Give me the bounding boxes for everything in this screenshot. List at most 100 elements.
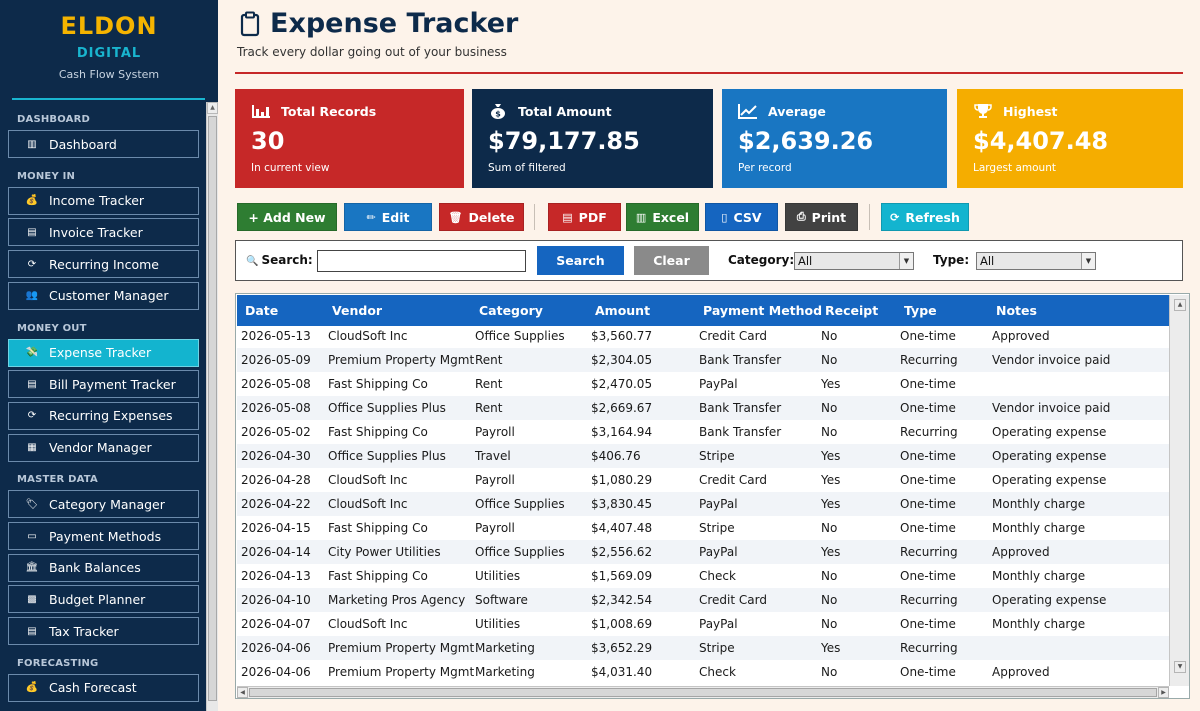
sidebar-section-label: MASTER DATA	[17, 474, 98, 486]
money-bag-icon: 💰	[25, 195, 39, 207]
table-row[interactable]: 2026-04-07 CloudSoft Inc Utilities $1,008.6…	[237, 612, 1169, 636]
clear-button[interactable]: Clear	[634, 246, 709, 275]
export-excel-button[interactable]: ▥ Excel	[626, 203, 699, 231]
refresh-icon: ⟳	[27, 410, 37, 422]
table-row[interactable]: 2026-05-13 CloudSoft Inc Office Supplies $3…	[237, 324, 1169, 348]
sidebar-item-vendor-manager[interactable]: ▦ Vendor Manager	[8, 433, 199, 462]
table-row[interactable]: 2026-04-06 Premium Property Mgmt Marketing…	[237, 660, 1169, 684]
table-vertical-scrollbar[interactable]: ▲ ▼	[1169, 295, 1189, 686]
sidebar-item-invoice-tracker[interactable]: ▤ Invoice Tracker	[8, 218, 199, 247]
clipboard-icon	[240, 11, 260, 36]
card-label: Total Amount	[518, 103, 612, 119]
table-row[interactable]: 2026-04-14 City Power Utilities Office Sup…	[237, 540, 1169, 564]
column-header[interactable]: Amount	[595, 303, 651, 318]
sidebar-item-label: Bill Payment Tracker	[49, 376, 176, 392]
sidebar-item-budget-planner[interactable]: ▩ Budget Planner	[8, 585, 199, 614]
table-cell: Software	[475, 593, 528, 607]
chevron-down-icon[interactable]: ▼	[899, 253, 913, 269]
sidebar-item-recurring-expenses[interactable]: ⟳ Recurring Expenses	[8, 401, 199, 430]
scroll-up-arrow-icon[interactable]: ▲	[207, 102, 218, 114]
brand-subtitle: DIGITAL	[76, 46, 142, 61]
table-row[interactable]: 2026-04-06 Premium Property Mgmt Marketing…	[237, 636, 1169, 660]
table-row[interactable]: 2026-04-22 CloudSoft Inc Office Supplies $3…	[237, 492, 1169, 516]
table-cell: 2026-04-06	[241, 641, 311, 655]
column-header[interactable]: Vendor	[332, 303, 383, 318]
table-row[interactable]: 2026-05-02 Fast Shipping Co Payroll $3,164.…	[237, 420, 1169, 444]
table-cell: CloudSoft Inc	[328, 329, 408, 343]
chevron-down-icon[interactable]: ▼	[1081, 253, 1095, 269]
table-row[interactable]: 2026-04-30 Office Supplies Plus Travel $406…	[237, 444, 1169, 468]
sidebar-scrollbar[interactable]: ▲	[206, 102, 218, 711]
sidebar-item-bank-balances[interactable]: 🏛 Bank Balances	[8, 553, 199, 582]
table-cell: Monthly charge	[992, 569, 1086, 583]
table-cell: No	[821, 617, 838, 631]
column-header[interactable]: Payment Method	[703, 303, 823, 318]
card-note: In current view	[251, 162, 330, 174]
brand: ELDON DIGITAL Cash Flow System	[0, 0, 218, 100]
column-header[interactable]: Category	[479, 303, 543, 318]
scroll-up-arrow-icon[interactable]: ▲	[1174, 299, 1186, 311]
category-select[interactable]: All ▼	[794, 252, 914, 270]
table-cell: Stripe	[699, 521, 735, 535]
scroll-right-arrow-icon[interactable]: ▶	[1158, 687, 1169, 698]
sidebar-item-label: Recurring Income	[49, 256, 159, 272]
sidebar-item-income-tracker[interactable]: 💰 Income Tracker	[8, 186, 199, 215]
table-cell: Office Supplies	[475, 329, 565, 343]
table-cell: Premium Property Mgmt	[328, 353, 475, 367]
type-select[interactable]: All ▼	[976, 252, 1096, 270]
edit-button[interactable]: ✏ Edit	[344, 203, 432, 231]
print-button[interactable]: ⎙ Print	[785, 203, 858, 231]
table-cell: Payroll	[475, 521, 515, 535]
column-header[interactable]: Date	[245, 303, 279, 318]
table-row[interactable]: 2026-04-15 Fast Shipping Co Payroll $4,407.…	[237, 516, 1169, 540]
sidebar-item-cash-forecast[interactable]: 💰 Cash Forecast	[8, 673, 199, 702]
users-icon: 👥	[25, 290, 39, 302]
search-button[interactable]: Search	[537, 246, 624, 275]
column-header[interactable]: Notes	[996, 303, 1037, 318]
table-row[interactable]: 2026-05-08 Fast Shipping Co Rent $2,470.05 P…	[237, 372, 1169, 396]
table-cell: $1,569.09	[591, 569, 653, 583]
sidebar-item-bill-payment-tracker[interactable]: ▤ Bill Payment Tracker	[8, 370, 199, 399]
scroll-left-arrow-icon[interactable]: ◀	[237, 687, 248, 698]
table-cell: PayPal	[699, 497, 738, 511]
sidebar-item-recurring-income[interactable]: ⟳ Recurring Income	[8, 250, 199, 279]
sidebar-item-category-manager[interactable]: 🏷 Category Manager	[8, 490, 199, 519]
export-csv-button[interactable]: ▯ CSV	[705, 203, 778, 231]
sidebar-section-label: MONEY IN	[17, 170, 76, 182]
scrollbar-thumb[interactable]	[249, 688, 1157, 697]
table-row[interactable]: 2026-04-10 Marketing Pros Agency Software $…	[237, 588, 1169, 612]
sidebar-nav: DASHBOARD ▥ Dashboard MONEY IN 💰 Income Track…	[0, 102, 206, 711]
refresh-icon: ⟳	[27, 258, 37, 270]
sidebar-item-label: Customer Manager	[49, 288, 169, 304]
table-row[interactable]: 2026-04-13 Fast Shipping Co Utilities $1,56…	[237, 564, 1169, 588]
add-new-button[interactable]: + Add New	[237, 203, 337, 231]
table-cell: $2,342.54	[591, 593, 653, 607]
card-note: Largest amount	[973, 162, 1056, 174]
table-cell: One-time	[900, 329, 956, 343]
table-row[interactable]: 2026-05-09 Premium Property Mgmt Rent $2,30…	[237, 348, 1169, 372]
delete-button[interactable]: 🗑 Delete	[439, 203, 524, 231]
scroll-down-arrow-icon[interactable]: ▼	[1174, 661, 1186, 673]
table-cell: Fast Shipping Co	[328, 569, 428, 583]
sidebar-item-label: Bank Balances	[49, 560, 141, 576]
table-horizontal-scrollbar[interactable]: ◀ ▶	[237, 686, 1169, 698]
refresh-button[interactable]: ⟳ Refresh	[881, 203, 969, 231]
scrollbar-thumb[interactable]	[208, 116, 217, 701]
sidebar-item-tax-tracker[interactable]: ▤ Tax Tracker	[8, 617, 199, 646]
table-cell: Office Supplies	[475, 545, 565, 559]
export-pdf-button[interactable]: ▤ PDF	[548, 203, 621, 231]
sidebar-item-dashboard[interactable]: ▥ Dashboard	[8, 130, 199, 158]
toolbar-separator	[869, 204, 870, 230]
calculator-icon: ▩	[27, 593, 37, 605]
sidebar-item-label: Invoice Tracker	[49, 224, 143, 240]
search-input[interactable]	[317, 250, 526, 272]
sidebar-item-customer-manager[interactable]: 👥 Customer Manager	[8, 281, 199, 310]
bar-chart-icon	[252, 105, 270, 118]
table-row[interactable]: 2026-04-28 CloudSoft Inc Payroll $1,080.29 C…	[237, 468, 1169, 492]
column-header[interactable]: Type	[904, 303, 937, 318]
column-header[interactable]: Receipt	[825, 303, 879, 318]
sidebar-item-expense-tracker[interactable]: 💸 Expense Tracker	[8, 338, 199, 367]
table-row[interactable]: 2026-05-08 Office Supplies Plus Rent $2,669…	[237, 396, 1169, 420]
table-cell: No	[821, 401, 838, 415]
sidebar-item-payment-methods[interactable]: ▭ Payment Methods	[8, 522, 199, 550]
